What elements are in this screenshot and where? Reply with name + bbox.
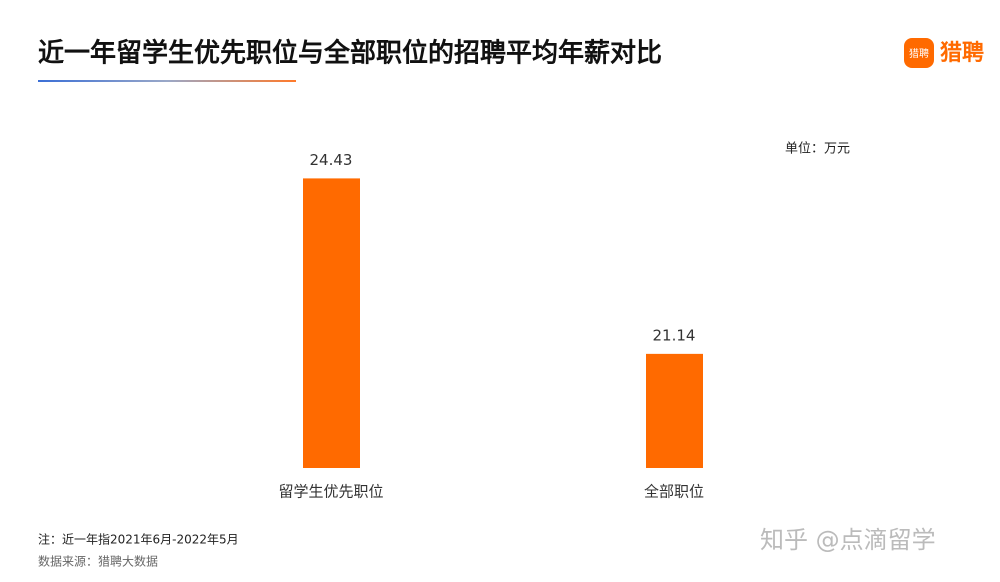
source: 数据来源：猎聘大数据 [38, 554, 158, 569]
chart-title: 近一年留学生优先职位与全部职位的招聘平均年薪对比 [38, 38, 662, 69]
logo-icon [904, 38, 934, 68]
bar [303, 178, 360, 468]
x-tick-label: 全部职位 [644, 483, 704, 501]
x-tick-label: 留学生优先职位 [278, 483, 383, 501]
value-label: 24.43 [310, 151, 353, 169]
unit-label: 单位：万元 [785, 142, 850, 157]
note: 注：近一年指2021年6月-2022年5月 [38, 532, 239, 547]
title-underline [38, 80, 296, 82]
bar [646, 353, 703, 468]
value-label: 21.14 [653, 326, 696, 344]
watermark: 知乎 @点滴留学 [760, 526, 936, 554]
logo-icon-text: 猎聘 [909, 47, 929, 60]
logo-text: 猎聘 [940, 41, 984, 66]
